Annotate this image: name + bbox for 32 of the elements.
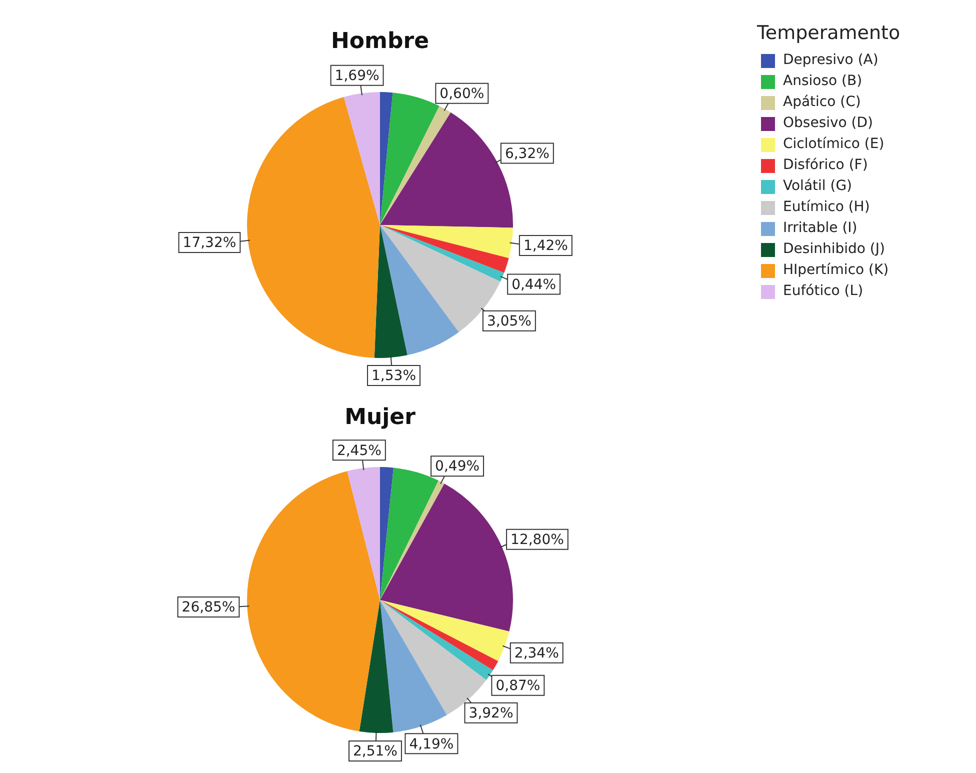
chart-title: Mujer — [344, 404, 416, 432]
data-label: 1,53% — [372, 368, 416, 384]
data-label: 0,60% — [440, 86, 484, 102]
data-label: 12,80% — [510, 532, 564, 548]
data-label: 0,87% — [496, 678, 540, 694]
data-label: 3,05% — [486, 314, 532, 330]
data-label: 6,32% — [504, 146, 550, 162]
data-label: 4,19% — [409, 736, 454, 752]
legend-label: Volátil (G) — [783, 177, 852, 196]
data-label: 1,69% — [334, 68, 380, 84]
data-label: 1,42% — [523, 238, 568, 254]
legend-label: Ciclotímico (E) — [783, 135, 884, 154]
legend-label: Disfórico (F) — [783, 156, 868, 175]
legend-label: Obsesivo (D) — [783, 114, 874, 133]
legend-label: Ansioso (B) — [783, 72, 862, 91]
legend-label: Eutímico (H) — [783, 198, 870, 217]
data-label: 3,92% — [468, 706, 514, 722]
data-label: 17,32% — [182, 235, 236, 252]
data-label: 2,51% — [352, 744, 398, 760]
legend-label: Desinhibido (J) — [783, 240, 885, 259]
legend-label: Eufótico (L) — [783, 282, 864, 301]
data-label: 2,34% — [514, 646, 559, 662]
legend-title: Temperamento — [757, 22, 900, 44]
data-label: 26,85% — [182, 600, 236, 616]
data-label: 0,49% — [435, 458, 480, 475]
data-label: 2,45% — [336, 442, 382, 459]
legend-label: Irritable (I) — [783, 219, 858, 238]
legend-label: Depresivo (A) — [783, 51, 878, 70]
chart-title: Hombre — [330, 28, 430, 56]
data-label: 0,44% — [512, 276, 556, 293]
legend-label: Apático (C) — [783, 93, 861, 112]
legend-label: HIpertímico (K) — [783, 261, 889, 280]
